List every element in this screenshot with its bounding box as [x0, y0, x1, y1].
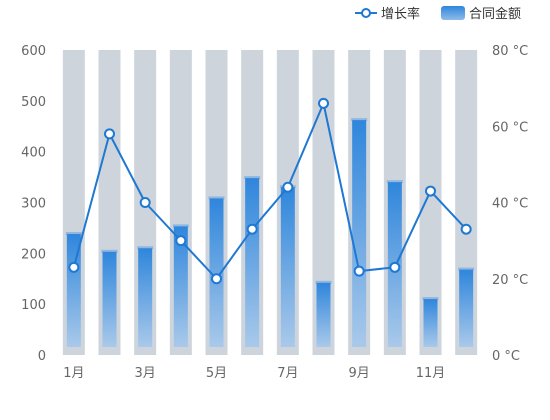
- bar-cap: [65, 232, 82, 236]
- bar-cap: [351, 118, 368, 122]
- line-point[interactable]: [425, 185, 436, 197]
- bar-series: [65, 118, 475, 348]
- legend-bar-swatch: [441, 6, 465, 20]
- line-point[interactable]: [318, 97, 329, 109]
- bar[interactable]: [280, 187, 295, 347]
- series-line: [72, 102, 467, 280]
- line-point[interactable]: [460, 223, 472, 235]
- x-tick-label: 3月: [135, 366, 156, 381]
- legend-line-marker: [361, 8, 371, 18]
- y-right-tick-label: 80 °C: [492, 44, 528, 59]
- bar-cap: [137, 246, 154, 250]
- line-point[interactable]: [211, 273, 222, 285]
- line-point[interactable]: [389, 261, 401, 273]
- line-point[interactable]: [68, 261, 80, 273]
- y-axis-left: 0 100 200 300 400 500 600: [21, 44, 46, 364]
- y-right-tick-label: 20 °C: [492, 273, 528, 288]
- bar[interactable]: [352, 120, 367, 348]
- bar[interactable]: [173, 226, 188, 347]
- y-right-tick-label: 40 °C: [492, 197, 528, 212]
- bar-cap: [315, 280, 332, 284]
- legend-item-bar[interactable]: 合同金额: [441, 6, 521, 22]
- bar-cap: [422, 297, 439, 301]
- line-points: [68, 97, 472, 285]
- y-right-tick-label: 60 °C: [492, 120, 528, 135]
- bar-cap: [101, 249, 118, 253]
- y-left-tick-label: 0: [38, 349, 46, 364]
- line-point[interactable]: [246, 223, 258, 235]
- y-axis-right: 0 °C 20 °C 40 °C 60 °C 80 °C: [492, 44, 528, 364]
- y-left-tick-label: 400: [21, 146, 46, 161]
- bar[interactable]: [245, 178, 260, 347]
- background-bars: [62, 50, 478, 355]
- line-point[interactable]: [353, 265, 365, 277]
- bar-cap: [458, 267, 475, 271]
- y-left-tick-label: 100: [21, 298, 46, 313]
- line-point[interactable]: [104, 128, 115, 140]
- line-point[interactable]: [139, 197, 151, 208]
- bar-cap: [172, 224, 189, 228]
- legend-item-line[interactable]: 增长率: [355, 6, 420, 22]
- bar-cap: [244, 176, 261, 180]
- x-tick-label: 11月: [416, 366, 446, 381]
- y-left-tick-label: 200: [21, 247, 46, 262]
- bar[interactable]: [102, 251, 117, 347]
- bar[interactable]: [316, 282, 331, 347]
- y-left-tick-label: 300: [21, 197, 46, 212]
- x-tick-label: 1月: [63, 366, 84, 381]
- line-point[interactable]: [282, 181, 294, 193]
- x-tick-label: 9月: [349, 366, 370, 381]
- bar[interactable]: [209, 198, 224, 347]
- bar[interactable]: [459, 269, 474, 347]
- legend: 增长率 合同金额: [355, 6, 521, 22]
- bar[interactable]: [66, 234, 81, 347]
- background-bar: [419, 50, 442, 355]
- x-tick-label: 7月: [277, 366, 298, 381]
- line-point[interactable]: [175, 235, 187, 247]
- bar-cap: [208, 196, 225, 200]
- legend-label-bar: 合同金额: [469, 6, 521, 22]
- line-series: [72, 102, 467, 280]
- y-right-tick-label: 0 °C: [492, 349, 520, 364]
- x-tick-label: 5月: [206, 366, 227, 381]
- bar[interactable]: [138, 248, 153, 347]
- y-left-tick-label: 600: [21, 44, 46, 59]
- bar-cap: [386, 180, 403, 184]
- legend-label-line: 增长率: [381, 6, 420, 22]
- y-left-tick-label: 500: [21, 95, 46, 110]
- bar[interactable]: [423, 299, 438, 347]
- x-axis: 1月 3月 5月 7月 9月 11月: [63, 366, 445, 381]
